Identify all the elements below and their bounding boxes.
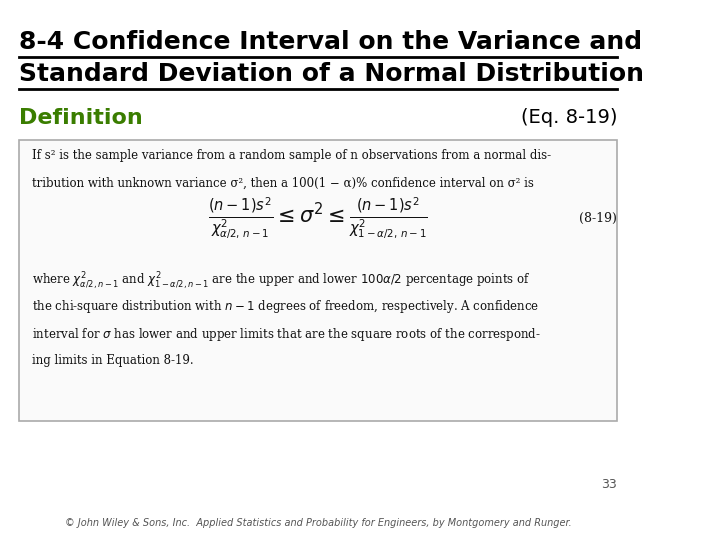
Text: interval for $\sigma$ has lower and upper limits that are the square roots of th: interval for $\sigma$ has lower and uppe… (32, 326, 541, 343)
Text: the chi-square distribution with $n - 1$ degrees of freedom, respectively. A con: the chi-square distribution with $n - 1$… (32, 298, 539, 315)
Text: Definition: Definition (19, 108, 143, 128)
Text: tribution with unknown variance σ², then a 100(1 − α)% confidence interval on σ²: tribution with unknown variance σ², then… (32, 177, 534, 190)
FancyBboxPatch shape (19, 140, 617, 421)
Text: (8-19): (8-19) (579, 212, 617, 225)
Text: where $\chi^2_{\alpha/2,n-1}$ and $\chi^2_{1-\alpha/2,n-1}$ are the upper and lo: where $\chi^2_{\alpha/2,n-1}$ and $\chi^… (32, 270, 531, 291)
Text: ing limits in Equation 8-19.: ing limits in Equation 8-19. (32, 354, 194, 367)
Text: $\frac{(n-1)s^2}{\chi^2_{\alpha/2,\,n-1}} \leq \sigma^2 \leq \frac{(n-1)s^2}{\ch: $\frac{(n-1)s^2}{\chi^2_{\alpha/2,\,n-1}… (208, 196, 428, 241)
Text: © John Wiley & Sons, Inc.  Applied Statistics and Probability for Engineers, by : © John Wiley & Sons, Inc. Applied Statis… (65, 518, 572, 529)
Text: Standard Deviation of a Normal Distribution: Standard Deviation of a Normal Distribut… (19, 62, 644, 86)
Text: 8-4 Confidence Interval on the Variance and: 8-4 Confidence Interval on the Variance … (19, 30, 642, 53)
Text: 33: 33 (601, 478, 617, 491)
Text: If s² is the sample variance from a random sample of n observations from a norma: If s² is the sample variance from a rand… (32, 148, 551, 161)
Text: (Eq. 8-19): (Eq. 8-19) (521, 108, 617, 127)
